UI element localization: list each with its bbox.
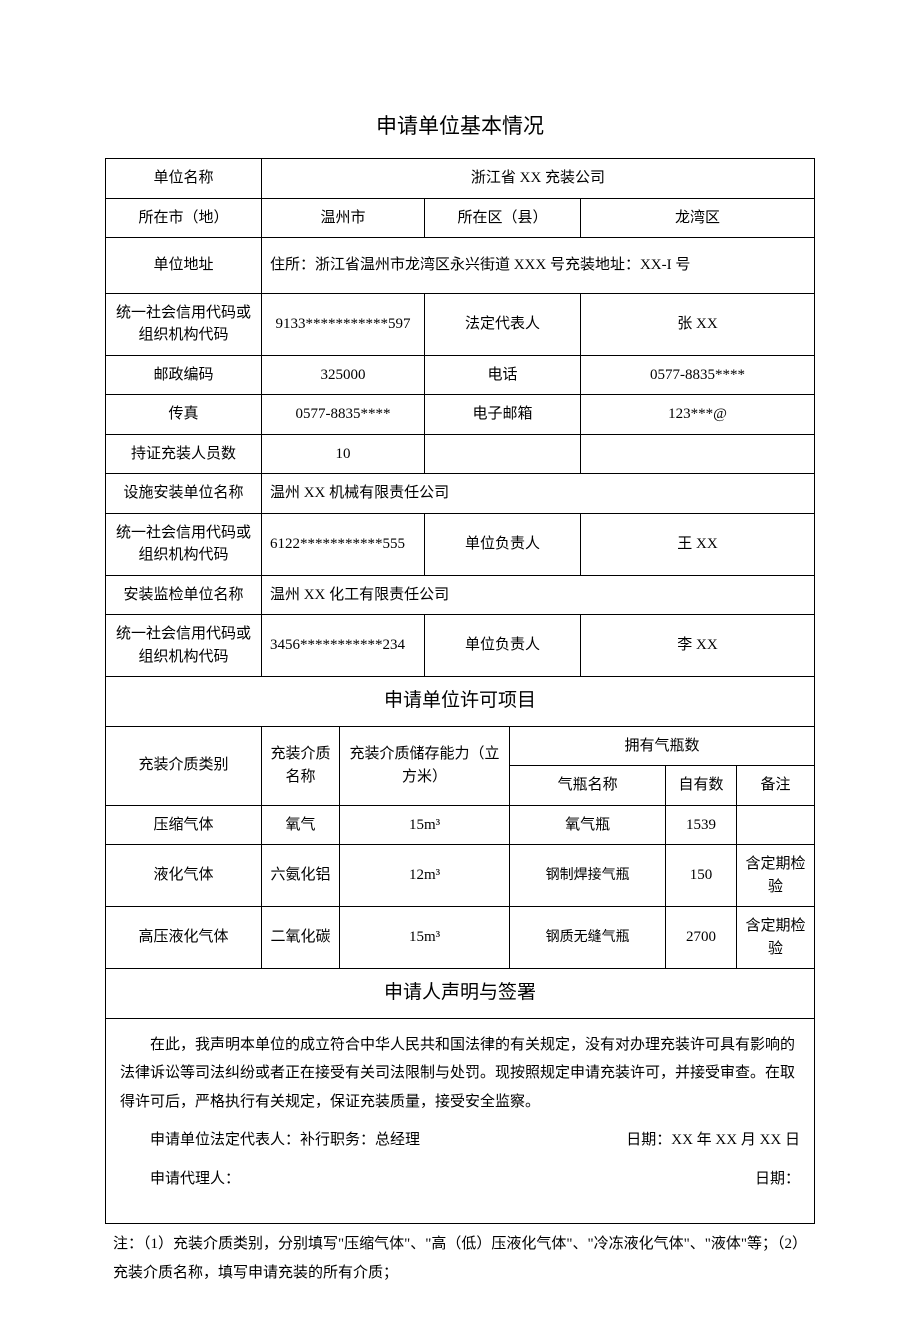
row-inspect-unit: 安装监检单位名称 温州 XX 化工有限责任公司 xyxy=(106,575,815,615)
label-legal-rep: 法定代表人 xyxy=(425,293,581,355)
cell-cyl-name: 钢质无缝气瓶 xyxy=(510,907,666,969)
form-table: 单位名称 浙江省 XX 充装公司 所在市（地） 温州市 所在区（县） 龙湾区 单… xyxy=(105,158,815,1224)
value-city: 温州市 xyxy=(261,198,424,238)
value-postal: 325000 xyxy=(261,355,424,395)
value-install-credit: 6122***********555 xyxy=(261,513,424,575)
cell-name: 二氧化碳 xyxy=(261,907,339,969)
row-permit-cols: 充装介质类别 充装介质名称 充装介质储存能力（立方米） 拥有气瓶数 xyxy=(106,726,815,766)
label-inspect-unit: 安装监检单位名称 xyxy=(106,575,262,615)
value-install-unit: 温州 XX 机械有限责任公司 xyxy=(261,474,814,514)
cell-remark xyxy=(736,805,814,845)
cell-cyl-name: 钢制焊接气瓶 xyxy=(510,845,666,907)
row-install-credit: 统一社会信用代码或组织机构代码 6122***********555 单位负责人… xyxy=(106,513,815,575)
value-install-head: 王 XX xyxy=(581,513,815,575)
row-permit-header: 申请单位许可项目 xyxy=(106,677,815,727)
label-city: 所在市（地） xyxy=(106,198,262,238)
row-inspect-credit: 统一社会信用代码或组织机构代码 3456***********234 单位负责人… xyxy=(106,615,815,677)
row-address: 单位地址 住所：浙江省温州市龙湾区永兴街道 XXX 号充装地址：XX-I 号 xyxy=(106,238,815,294)
label-address: 单位地址 xyxy=(106,238,262,294)
row-declaration-header: 申请人声明与签署 xyxy=(106,969,815,1019)
value-legal-rep: 张 XX xyxy=(581,293,815,355)
label-unit-name: 单位名称 xyxy=(106,159,262,199)
label-install-credit: 统一社会信用代码或组织机构代码 xyxy=(106,513,262,575)
label-fax: 传真 xyxy=(106,395,262,435)
col-capacity: 充装介质储存能力（立方米） xyxy=(339,726,509,805)
col-cylinder-name: 气瓶名称 xyxy=(510,766,666,806)
cell-category: 压缩气体 xyxy=(106,805,262,845)
cell-name: 六氨化铝 xyxy=(261,845,339,907)
label-inspect-head: 单位负责人 xyxy=(425,615,581,677)
row-install-unit: 设施安装单位名称 温州 XX 机械有限责任公司 xyxy=(106,474,815,514)
cell-remark: 含定期检验 xyxy=(736,845,814,907)
label-phone: 电话 xyxy=(425,355,581,395)
cell-category: 液化气体 xyxy=(106,845,262,907)
legal-rep-signature-line: 申请单位法定代表人：补行职务：总经理 xyxy=(120,1126,420,1155)
row-personnel: 持证充装人员数 10 xyxy=(106,434,815,474)
cell-remark: 含定期检验 xyxy=(736,907,814,969)
cell-cyl-name: 氧气瓶 xyxy=(510,805,666,845)
row-fax: 传真 0577-8835**** 电子邮箱 123***@ xyxy=(106,395,815,435)
cell-count: 150 xyxy=(666,845,737,907)
cell-count: 1539 xyxy=(666,805,737,845)
footnote: 注：（1）充装介质类别，分别填写"压缩气体"、"高（低）压液化气体"、"冷冻液化… xyxy=(105,1230,815,1287)
col-remark: 备注 xyxy=(736,766,814,806)
value-inspect-credit: 3456***********234 xyxy=(261,615,424,677)
col-name: 充装介质名称 xyxy=(261,726,339,805)
label-personnel: 持证充装人员数 xyxy=(106,434,262,474)
permit-row: 压缩气体 氧气 15m³ 氧气瓶 1539 xyxy=(106,805,815,845)
row-location: 所在市（地） 温州市 所在区（县） 龙湾区 xyxy=(106,198,815,238)
agent-date: 日期： xyxy=(755,1165,800,1194)
label-credit-code: 统一社会信用代码或组织机构代码 xyxy=(106,293,262,355)
col-cylinder-group: 拥有气瓶数 xyxy=(510,726,815,766)
agent-signature-line: 申请代理人： xyxy=(120,1165,240,1194)
col-own-count: 自有数 xyxy=(666,766,737,806)
row-credit: 统一社会信用代码或组织机构代码 9133***********597 法定代表人… xyxy=(106,293,815,355)
row-declaration-body: 在此，我声明本单位的成立符合中华人民共和国法律的有关规定，没有对办理充装许可具有… xyxy=(106,1018,815,1224)
value-unit-name: 浙江省 XX 充装公司 xyxy=(261,159,814,199)
value-email: 123***@ xyxy=(581,395,815,435)
declaration-body: 在此，我声明本单位的成立符合中华人民共和国法律的有关规定，没有对办理充装许可具有… xyxy=(106,1018,815,1224)
permit-section-title: 申请单位许可项目 xyxy=(106,677,815,727)
label-inspect-credit: 统一社会信用代码或组织机构代码 xyxy=(106,615,262,677)
cell-capacity: 15m³ xyxy=(339,805,509,845)
value-phone: 0577-8835**** xyxy=(581,355,815,395)
declaration-text: 在此，我声明本单位的成立符合中华人民共和国法律的有关规定，没有对办理充装许可具有… xyxy=(120,1031,800,1117)
label-email: 电子邮箱 xyxy=(425,395,581,435)
value-credit-code: 9133***********597 xyxy=(261,293,424,355)
value-address: 住所：浙江省温州市龙湾区永兴街道 XXX 号充装地址：XX-I 号 xyxy=(261,238,814,294)
value-inspect-unit: 温州 XX 化工有限责任公司 xyxy=(261,575,814,615)
cell-category: 高压液化气体 xyxy=(106,907,262,969)
cell-capacity: 15m³ xyxy=(339,907,509,969)
page-title: 申请单位基本情况 xyxy=(105,110,815,140)
value-personnel: 10 xyxy=(261,434,424,474)
label-install-unit: 设施安装单位名称 xyxy=(106,474,262,514)
legal-rep-date: 日期：XX 年 XX 月 XX 日 xyxy=(626,1126,800,1155)
value-district: 龙湾区 xyxy=(581,198,815,238)
permit-row: 液化气体 六氨化铝 12m³ 钢制焊接气瓶 150 含定期检验 xyxy=(106,845,815,907)
row-postal: 邮政编码 325000 电话 0577-8835**** xyxy=(106,355,815,395)
cell-capacity: 12m³ xyxy=(339,845,509,907)
blank-cell xyxy=(425,434,581,474)
cell-count: 2700 xyxy=(666,907,737,969)
blank-cell xyxy=(581,434,815,474)
value-fax: 0577-8835**** xyxy=(261,395,424,435)
cell-name: 氧气 xyxy=(261,805,339,845)
row-unit-name: 单位名称 浙江省 XX 充装公司 xyxy=(106,159,815,199)
label-postal: 邮政编码 xyxy=(106,355,262,395)
label-install-head: 单位负责人 xyxy=(425,513,581,575)
permit-row: 高压液化气体 二氧化碳 15m³ 钢质无缝气瓶 2700 含定期检验 xyxy=(106,907,815,969)
col-category: 充装介质类别 xyxy=(106,726,262,805)
value-inspect-head: 李 XX xyxy=(581,615,815,677)
label-district: 所在区（县） xyxy=(425,198,581,238)
declaration-section-title: 申请人声明与签署 xyxy=(106,969,815,1019)
